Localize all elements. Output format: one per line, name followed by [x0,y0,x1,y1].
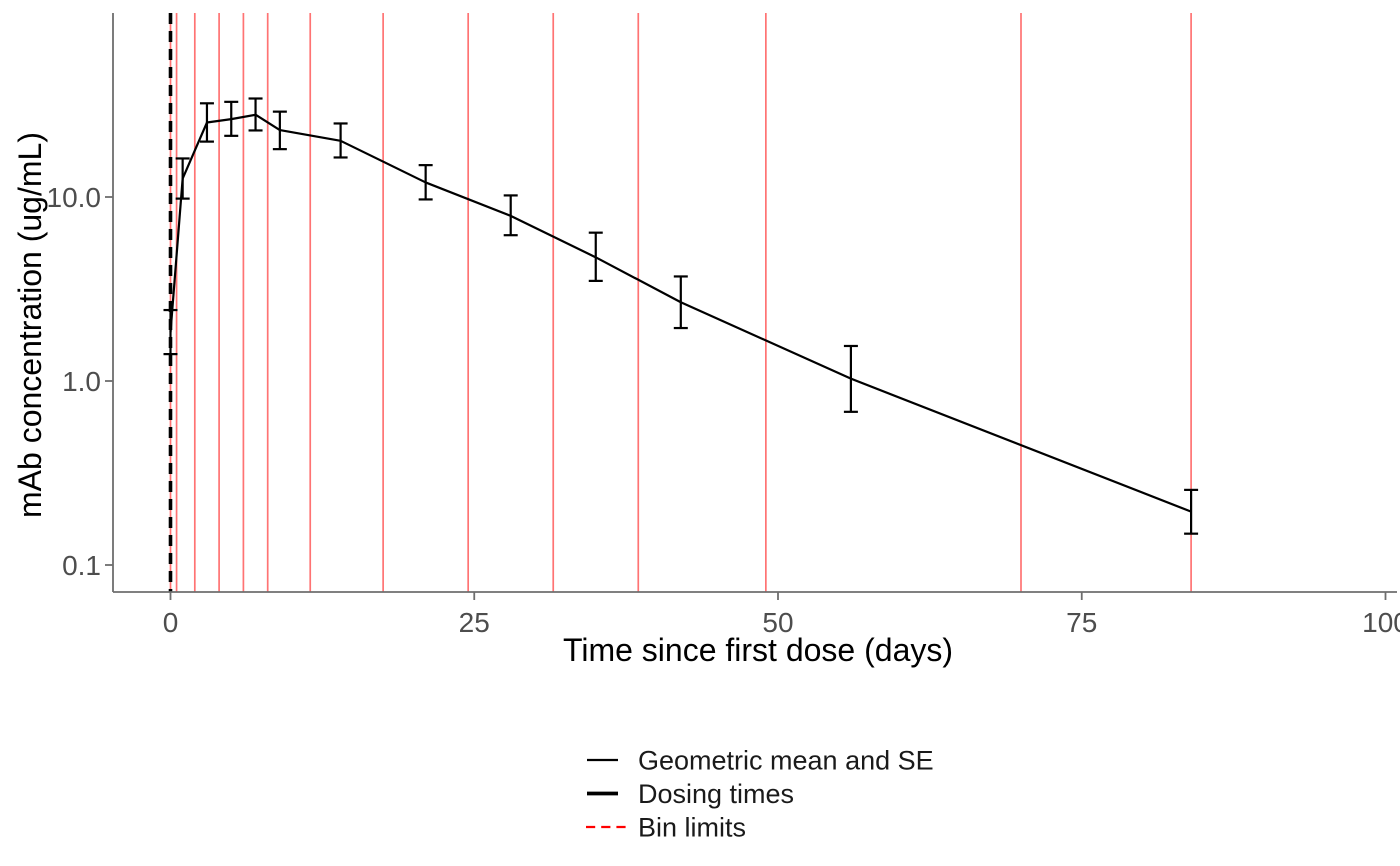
geometric-mean-line [169,113,1192,513]
axes-group: 0 25 50 75 100 0.1 1.0 10.0 [47,13,1400,638]
y-axis-tick-label: 0.1 [62,550,101,581]
legend: Geometric mean and SE Dosing times Bin l… [586,746,934,843]
x-axis-tick-label: 25 [459,607,490,638]
legend-item-bin-limits: Bin limits [586,813,746,843]
y-axis-tick-label: 10.0 [47,182,102,213]
x-axis-tick-label: 100 [1362,607,1400,638]
y-axis-title: mAb concentration (ug/mL) [12,132,48,518]
legend-item-geometric-mean: Geometric mean and SE [587,746,934,776]
y-axis-tick-label: 1.0 [62,366,101,397]
legend-label: Dosing times [638,779,794,809]
error-bar [1184,488,1199,535]
legend-label: Geometric mean and SE [638,746,934,776]
legend-label: Bin limits [638,813,746,843]
x-axis-tick-label: 50 [762,607,793,638]
x-axis-tick-label: 0 [163,607,179,638]
legend-item-dosing-times: Dosing times [587,779,794,809]
x-axis-title: Time since first dose (days) [563,632,953,668]
series-group [163,97,1199,535]
x-axis-tick-label: 75 [1066,607,1097,638]
